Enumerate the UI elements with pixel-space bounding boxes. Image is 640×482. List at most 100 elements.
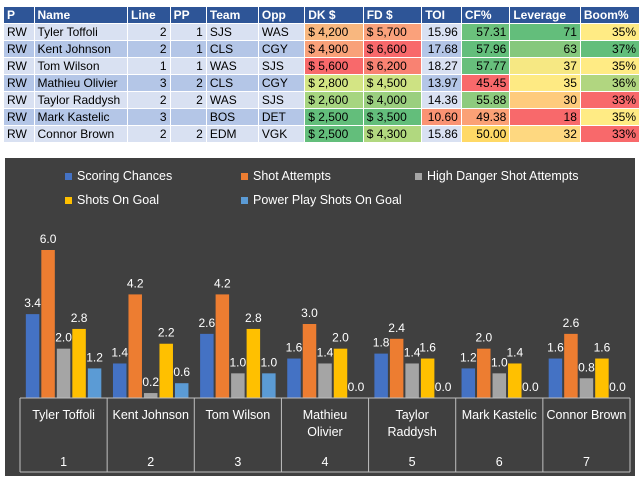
data-label: 1.6 (547, 341, 564, 355)
table-row: RW Connor Brown 2 2 EDM VGK $ 2,500 $ 4,300 15.8… (3, 125, 640, 143)
table-cell: 10.60 (421, 108, 462, 126)
bar (595, 358, 609, 398)
data-label: 2.6 (199, 316, 216, 330)
data-label: 1.0 (491, 355, 508, 369)
x-group-label: 7 (583, 455, 590, 469)
x-group-label: 6 (496, 455, 503, 469)
table-cell: RW (3, 108, 35, 126)
bar (564, 333, 578, 398)
data-label: 3.0 (301, 306, 318, 320)
table-cell: 33% (579, 91, 640, 109)
data-label: 0.2 (142, 375, 159, 389)
legend-swatch (65, 197, 72, 204)
table-cell: WAS (205, 91, 259, 109)
table-cell: 37% (579, 40, 640, 58)
bar (159, 343, 173, 398)
bar (87, 368, 102, 398)
column-header: TOI (421, 6, 462, 24)
bar (262, 373, 276, 398)
data-label: 0.6 (173, 365, 190, 379)
data-label: 4.2 (127, 276, 144, 290)
table-cell: 17.68 (421, 40, 462, 58)
table-cell: CLS (205, 74, 259, 92)
bar (389, 338, 404, 398)
table-cell: WAS (205, 57, 259, 75)
table-cell: 18 (509, 108, 581, 126)
table-cell: EDM (205, 125, 259, 143)
table-cell: $ 5,600 (304, 57, 364, 75)
x-tick-label: Tom Wilson (206, 408, 271, 422)
table-cell: Kent Johnson (33, 40, 128, 58)
table-cell: 35 (509, 74, 581, 92)
table-cell: 50.00 (460, 125, 511, 143)
bar (128, 294, 142, 398)
bar (302, 324, 317, 398)
x-tick-label: Mathieu (303, 408, 348, 422)
bar (200, 333, 214, 398)
data-label: 1.0 (261, 355, 278, 369)
data-label: 1.2 (86, 350, 103, 364)
data-label: 2.8 (71, 311, 88, 325)
data-label: 2.0 (55, 331, 72, 345)
data-label: 1.8 (373, 336, 390, 350)
column-header: CF% (460, 6, 511, 24)
bar (41, 250, 55, 398)
table-cell: BOS (205, 108, 259, 126)
data-label: 3.4 (24, 296, 41, 310)
bar (25, 314, 40, 398)
table-row: RW Kent Johnson 2 1 CLS CGY $ 4,900 $ 6,600 17.6… (3, 40, 640, 58)
data-label: 0.0 (609, 380, 626, 394)
legend-swatch (241, 197, 248, 204)
x-group-label: 5 (409, 455, 416, 469)
chart-background (5, 158, 635, 476)
x-group-label: 1 (60, 455, 67, 469)
x-group-label: 3 (234, 455, 241, 469)
table-cell: $ 4,200 (304, 23, 364, 41)
table-cell: 35% (579, 108, 640, 126)
legend-swatch (415, 173, 422, 180)
table-cell: 45.45 (460, 74, 511, 92)
table-cell: 49.38 (460, 108, 511, 126)
table-cell (169, 108, 207, 126)
table-cell: RW (3, 125, 35, 143)
table-cell: 35% (579, 57, 640, 75)
table-row: RW Mathieu Olivier 3 2 CLS CGY $ 2,800 $ 4,500 1… (3, 74, 640, 92)
table-cell: $ 6,200 (362, 57, 423, 75)
table-cell: Mathieu Olivier (33, 74, 128, 92)
column-header: Line (127, 6, 171, 24)
data-label: 0.0 (348, 380, 365, 394)
data-label: 1.4 (317, 345, 334, 359)
bar (231, 373, 245, 398)
bar (508, 363, 522, 398)
bar (174, 383, 189, 398)
table-cell: CLS (205, 40, 259, 58)
bar (215, 294, 230, 398)
data-label: 1.6 (594, 341, 611, 355)
table-cell: 32 (509, 125, 581, 143)
data-label: 1.2 (460, 350, 477, 364)
data-label: 2.6 (563, 316, 580, 330)
table-cell: 2 (169, 91, 207, 109)
bar (72, 328, 86, 398)
table-cell: 63 (509, 40, 581, 58)
table-cell: Tom Wilson (33, 57, 128, 75)
table-cell: $ 2,500 (304, 125, 364, 143)
table-cell: $ 4,900 (304, 40, 364, 58)
legend-label: Power Play Shots On Goal (253, 193, 402, 207)
bar (333, 348, 348, 398)
table-cell: $ 4,500 (362, 74, 423, 92)
table-cell: 2 (169, 74, 207, 92)
table-cell: 57.77 (460, 57, 511, 75)
table-cell: 13.97 (421, 74, 462, 92)
table-cell: $ 2,500 (304, 108, 364, 126)
table-cell: 18.27 (421, 57, 462, 75)
table-cell: 15.96 (421, 23, 462, 41)
table-cell: Taylor Raddysh (33, 91, 128, 109)
table-cell: Mark Kastelic (33, 108, 128, 126)
column-header: Leverage (509, 6, 581, 24)
table-cell: 1 (169, 40, 207, 58)
table-row: RW Tom Wilson 1 1 WAS SJS $ 5,600 $ 6,200 18.27 5… (3, 57, 640, 75)
bar (548, 358, 563, 398)
table-cell: $ 6,600 (362, 40, 423, 58)
table-cell: VGK (257, 125, 306, 143)
